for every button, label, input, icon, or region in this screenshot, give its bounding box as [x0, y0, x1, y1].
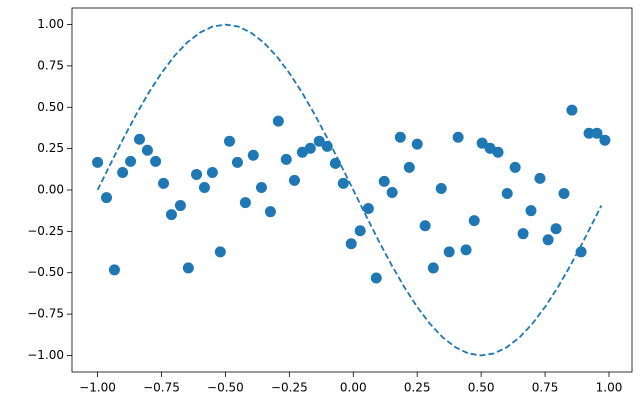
scatter-point: [174, 200, 186, 212]
x-tick-label: 0.00: [340, 381, 367, 395]
scatter-point: [386, 186, 398, 198]
x-tick-label: 0.75: [532, 381, 559, 395]
scatter-point: [501, 187, 513, 199]
x-tick-label: −0.25: [271, 381, 308, 395]
x-tick-label: −0.75: [143, 381, 180, 395]
scatter-point: [599, 134, 611, 146]
y-tick-label: 0.25: [37, 141, 64, 155]
scatter-point: [158, 177, 170, 189]
scatter-point: [280, 153, 292, 165]
scatter-point: [101, 192, 113, 204]
y-tick-label: −0.75: [27, 307, 64, 321]
scatter-point: [509, 161, 521, 173]
scatter-point: [255, 182, 267, 194]
x-tick-label: 1.00: [596, 381, 623, 395]
scatter-point: [378, 175, 390, 187]
scatter-point: [288, 174, 300, 186]
scatter-point: [117, 166, 129, 178]
scatter-point: [337, 177, 349, 189]
scatter-point: [575, 246, 587, 258]
scatter-point: [427, 262, 439, 274]
x-tick-label: 0.25: [404, 381, 431, 395]
scatter-point: [411, 138, 423, 150]
dashed-line: [96, 23, 603, 357]
x-tick-label: −1.00: [79, 381, 116, 395]
scatter-point: [534, 172, 546, 184]
scatter-point: [452, 131, 464, 143]
scatter-point: [329, 157, 341, 169]
scatter-point: [468, 215, 480, 227]
y-tick-label: −1.00: [27, 348, 64, 362]
scatter-point: [247, 149, 259, 161]
scatter-point: [134, 133, 146, 145]
y-tick-label: 1.00: [37, 17, 64, 31]
scatter-point: [313, 135, 325, 147]
scatter-point: [460, 244, 472, 256]
scatter-point: [191, 168, 203, 180]
scatter-point: [224, 135, 236, 147]
y-tick-label: 0.50: [37, 100, 64, 114]
scatter-point: [150, 155, 162, 167]
scatter-point: [492, 146, 504, 158]
scatter-point: [108, 264, 120, 276]
scatter-point: [435, 183, 447, 195]
y-tick-label: −0.25: [27, 224, 64, 238]
scatter-point: [206, 166, 218, 178]
scatter-point: [583, 127, 595, 139]
scatter-point: [370, 272, 382, 284]
scatter-point: [239, 197, 251, 209]
scatter-point: [550, 223, 562, 235]
scatter-point: [362, 203, 374, 215]
scatter-point: [231, 156, 243, 168]
scatter-point: [419, 220, 431, 232]
scatter-point: [198, 182, 210, 194]
scatter-point: [125, 155, 137, 167]
scatter-point: [443, 246, 455, 258]
scatter-point: [558, 187, 570, 199]
scatter-point: [525, 205, 537, 217]
scatter-point: [345, 238, 357, 250]
scatter-point: [476, 137, 488, 149]
scatter-point: [354, 225, 366, 237]
scatter-point: [591, 127, 603, 139]
scatter-point: [182, 262, 194, 274]
scatter-point: [394, 131, 406, 143]
scatter-point: [321, 140, 333, 152]
scatter-point: [264, 206, 276, 218]
y-tick-label: −0.50: [27, 265, 64, 279]
x-tick-label: 0.50: [468, 381, 495, 395]
y-tick-label: 0.75: [37, 58, 64, 72]
scatter-point: [214, 246, 226, 258]
y-tick-label: 0.00: [37, 183, 64, 197]
scatter-point: [92, 156, 104, 168]
x-tick-label: −0.50: [207, 381, 244, 395]
axes-frame: [71, 7, 633, 373]
scatter-point: [542, 234, 554, 246]
scatter-point: [566, 104, 578, 116]
scatter-point: [304, 142, 316, 154]
scatter-point: [403, 161, 415, 173]
plot-area: [72, 8, 632, 372]
scatter-point: [517, 228, 529, 240]
scatter-point: [165, 209, 177, 221]
scatter-point: [272, 115, 284, 127]
scatter-point: [141, 144, 153, 156]
